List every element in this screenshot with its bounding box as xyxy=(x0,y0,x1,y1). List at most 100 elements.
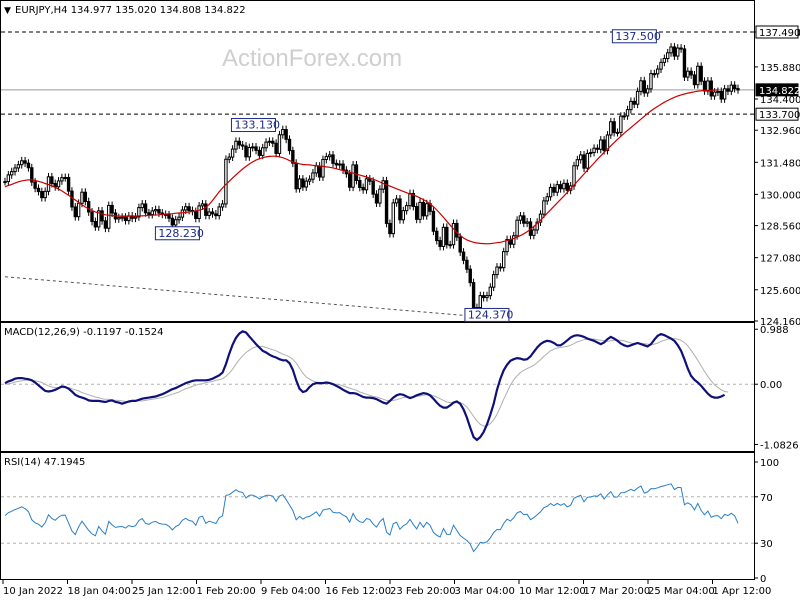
price-annotation-label: 128.230 xyxy=(158,227,204,240)
candle-body xyxy=(575,159,580,167)
rsi-axis-label: 30 xyxy=(760,539,773,550)
price-header: EURJPY,H4 134.977 135.020 134.808 134.82… xyxy=(15,5,246,16)
candle-body xyxy=(20,160,24,166)
candle-body xyxy=(354,164,359,182)
candle-body xyxy=(652,73,657,76)
candle-body xyxy=(194,211,198,219)
candle-body xyxy=(140,203,144,209)
candle-body xyxy=(512,235,516,245)
candle-body xyxy=(535,221,539,231)
candle-body xyxy=(40,191,44,199)
candle-body xyxy=(488,286,493,297)
candle-body xyxy=(565,182,570,191)
candle-body xyxy=(304,180,308,188)
candle-body xyxy=(662,57,667,63)
candle-body xyxy=(53,183,57,188)
rsi-axis-label: 0 xyxy=(760,574,766,585)
candle-body xyxy=(237,140,241,146)
candle-body xyxy=(555,184,559,193)
candle-body xyxy=(548,186,553,198)
candle-body xyxy=(334,162,339,166)
candle-body xyxy=(451,222,456,246)
candle-body xyxy=(358,180,362,188)
candle-body xyxy=(455,222,459,238)
candle-body xyxy=(602,139,606,152)
candle-body xyxy=(230,148,235,158)
candle-body xyxy=(207,211,211,216)
candle-body xyxy=(676,47,680,57)
candle-body xyxy=(495,266,499,276)
candle-body xyxy=(418,201,422,220)
candle-body xyxy=(317,165,322,178)
candle-body xyxy=(277,134,282,154)
candle-body xyxy=(177,216,181,221)
candle-body xyxy=(478,295,482,309)
candle-body xyxy=(729,84,734,92)
time-axis-label: 23 Feb 20:00 xyxy=(390,586,456,597)
candle-body xyxy=(498,266,503,269)
candle-body xyxy=(712,91,717,97)
candle-body xyxy=(341,163,345,171)
candle-body xyxy=(66,176,71,192)
watermark-text: ActionForex.com xyxy=(222,45,402,72)
time-axis-label: 10 Mar 12:00 xyxy=(519,586,586,597)
macd-header: MACD(12,26,9) -0.1197 -0.1524 xyxy=(4,327,164,338)
macd-panel[interactable] xyxy=(0,322,755,452)
candle-body xyxy=(348,173,352,188)
rsi-panel[interactable] xyxy=(0,452,755,580)
candle-body xyxy=(261,147,265,156)
candle-body xyxy=(689,70,693,76)
candle-body xyxy=(421,201,426,217)
price-axis-marker xyxy=(755,107,799,121)
time-axis-label: 16 Feb 12:00 xyxy=(326,586,392,597)
candle-body xyxy=(615,131,620,134)
candle-body xyxy=(736,88,740,91)
candle-body xyxy=(435,230,439,242)
candle-body xyxy=(50,176,54,185)
candle-body xyxy=(133,216,138,219)
candle-body xyxy=(30,167,34,183)
candle-body xyxy=(204,203,208,216)
candle-body xyxy=(702,80,707,92)
candle-body xyxy=(518,215,523,221)
candle-body xyxy=(491,274,496,288)
price-panel[interactable] xyxy=(0,0,755,322)
candle-body xyxy=(545,196,549,202)
candle-body xyxy=(361,186,365,191)
candle-body xyxy=(324,156,329,160)
price-axis-marker-label: 137.490 xyxy=(759,28,800,39)
rsi-header: RSI(14) 47.1945 xyxy=(4,457,85,468)
candle-body xyxy=(542,200,546,215)
candle-body xyxy=(572,165,576,187)
candle-body xyxy=(187,206,191,211)
candle-body xyxy=(234,140,238,150)
candle-body xyxy=(301,178,305,188)
candle-body xyxy=(284,129,288,140)
candle-body xyxy=(622,115,626,118)
price-axis-label: 134.400 xyxy=(760,95,800,106)
candle-body xyxy=(404,205,409,212)
candle-body xyxy=(589,152,593,155)
candle-body xyxy=(247,147,252,158)
candle-body xyxy=(398,198,402,221)
candle-body xyxy=(224,158,228,205)
candle-body xyxy=(56,180,61,188)
candle-body xyxy=(445,226,449,246)
candle-body xyxy=(726,88,730,92)
candle-body xyxy=(63,176,67,179)
candle-body xyxy=(632,100,636,105)
price-axis-label: 131.480 xyxy=(760,158,800,169)
candle-body xyxy=(481,295,486,299)
candle-body xyxy=(431,210,436,232)
candle-body xyxy=(287,138,292,152)
candle-body xyxy=(180,209,185,218)
candle-body xyxy=(378,188,382,204)
candle-body xyxy=(719,90,723,100)
candle-body xyxy=(143,203,148,214)
time-axis-label: 25 Mar 04:00 xyxy=(648,586,715,597)
candle-body xyxy=(468,268,472,284)
candle-body xyxy=(408,193,412,207)
candle-body xyxy=(217,206,221,217)
candle-body xyxy=(552,186,556,193)
